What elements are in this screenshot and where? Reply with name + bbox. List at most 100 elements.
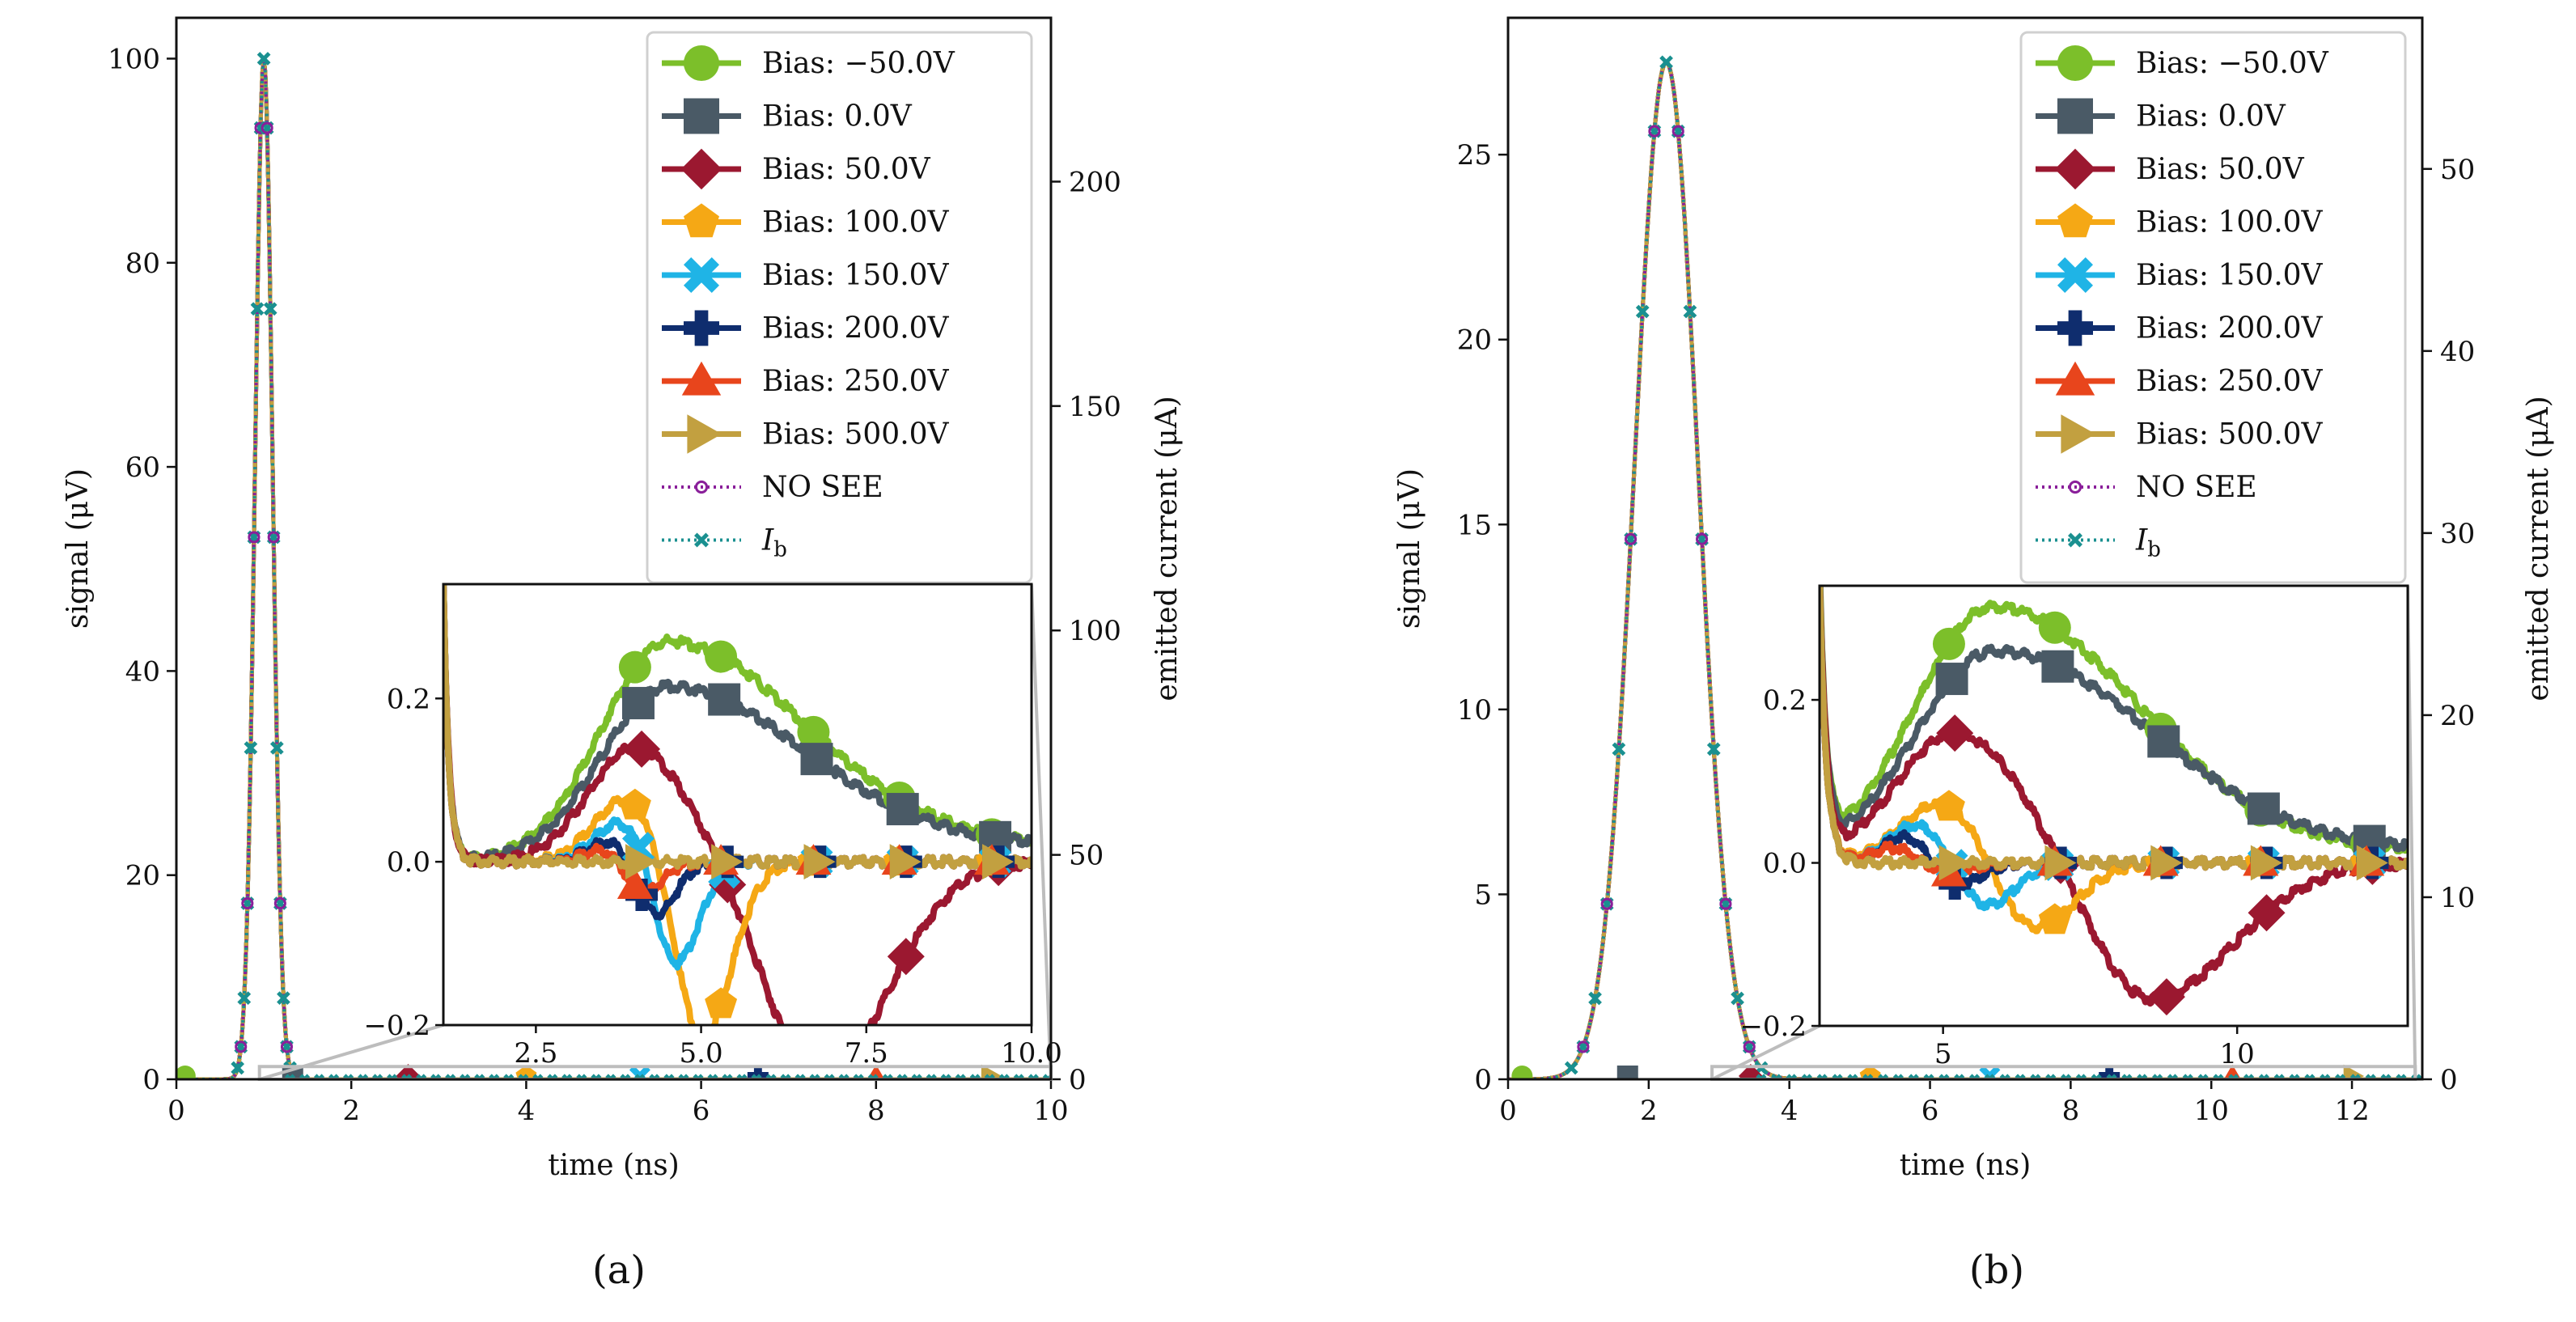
ib-marker bbox=[896, 1074, 908, 1079]
legend-marker bbox=[687, 414, 722, 454]
y-axis-label: signal (μV) bbox=[1393, 468, 1426, 629]
ib-marker-stroke bbox=[926, 1074, 934, 1079]
x-tick-label: 10 bbox=[1033, 1095, 1068, 1127]
ib-marker bbox=[809, 1074, 820, 1079]
ib-marker bbox=[2015, 1074, 2026, 1079]
ib-marker bbox=[328, 1074, 340, 1079]
x-tick-label: 2 bbox=[342, 1095, 360, 1127]
ib-marker-stroke bbox=[358, 1074, 366, 1079]
ib-marker bbox=[2030, 1074, 2041, 1079]
legend-entry: Bias: 150.0V bbox=[662, 257, 950, 293]
ib-marker bbox=[1878, 1074, 1889, 1079]
ib-marker-stroke bbox=[911, 1074, 920, 1079]
ib-marker-stroke bbox=[896, 1074, 905, 1079]
no-see-marker bbox=[1600, 897, 1613, 910]
ib-marker bbox=[372, 1074, 383, 1079]
ib-marker bbox=[794, 1074, 806, 1079]
ib-marker bbox=[955, 1074, 966, 1079]
ib-marker-stroke bbox=[547, 1074, 556, 1079]
inset-series-marker bbox=[618, 650, 651, 684]
legend-entry: NO SEE bbox=[2036, 471, 2257, 504]
legend-label: Bias: 500.0V bbox=[762, 418, 950, 451]
ib-marker-stroke bbox=[2396, 1074, 2404, 1079]
ib-marker bbox=[2258, 1074, 2269, 1079]
no-see-marker bbox=[1696, 532, 1709, 545]
ib-marker-stroke bbox=[2320, 1074, 2328, 1079]
legend-entry: Bias: 50.0V bbox=[2036, 148, 2305, 190]
ib-marker-stroke bbox=[605, 1074, 614, 1079]
legend-entry: Bias: 0.0V bbox=[2036, 98, 2286, 134]
ib-marker-stroke bbox=[2200, 1074, 2209, 1079]
ib-marker bbox=[460, 1074, 471, 1079]
ib-marker-stroke bbox=[751, 1074, 760, 1079]
inset-series-marker bbox=[1932, 790, 1965, 821]
ib-marker-stroke bbox=[940, 1074, 949, 1079]
ib-marker-stroke bbox=[2291, 1074, 2300, 1079]
inset-plot bbox=[443, 584, 1032, 1025]
inset-series-marker bbox=[2250, 845, 2282, 881]
series-marker bbox=[1511, 1066, 1533, 1079]
inset-y-tick-label: 0.2 bbox=[1763, 684, 1807, 717]
ib-marker-stroke bbox=[1895, 1074, 1904, 1079]
y2-tick-label: 40 bbox=[2440, 336, 2475, 368]
ib-marker-stroke bbox=[838, 1074, 847, 1079]
ib-marker-stroke bbox=[826, 1074, 835, 1079]
ib-marker bbox=[998, 1074, 1010, 1079]
inset-x-tick-label: 7.5 bbox=[845, 1037, 888, 1070]
ib-marker-stroke bbox=[578, 1074, 587, 1079]
ib-marker-stroke bbox=[299, 1074, 308, 1079]
ib-marker bbox=[387, 1074, 398, 1079]
legend-entry: Bias: 0.0V bbox=[662, 98, 913, 134]
inset-background bbox=[443, 584, 1032, 1025]
ib-marker bbox=[1013, 1074, 1024, 1079]
ib-marker-stroke bbox=[2017, 1074, 2026, 1079]
panel-letter-b: (b) bbox=[1969, 1248, 2024, 1293]
ib-marker-stroke bbox=[1683, 304, 1697, 319]
legend-label: Bias: 150.0V bbox=[762, 259, 950, 292]
ib-marker bbox=[751, 1074, 762, 1079]
legend-label-sub: b bbox=[773, 538, 787, 562]
inset-y-tick-label: 0.0 bbox=[1763, 848, 1807, 880]
ib-marker bbox=[1862, 1074, 1874, 1079]
ib-marker-stroke bbox=[1635, 304, 1650, 319]
inset-series-marker bbox=[708, 683, 741, 716]
ib-marker bbox=[2273, 1074, 2285, 1079]
ib-marker-stroke bbox=[286, 1074, 296, 1079]
ib-marker-stroke bbox=[277, 991, 290, 1006]
legend-label: Bias: 0.0V bbox=[2136, 100, 2286, 133]
inset-series-marker bbox=[2147, 978, 2185, 1016]
ib-marker-stroke bbox=[389, 1074, 398, 1079]
ib-marker-stroke bbox=[2139, 1074, 2148, 1079]
inset-frame bbox=[442, 583, 1033, 1027]
ib-marker-stroke bbox=[663, 1074, 672, 1079]
ib-marker-stroke bbox=[462, 1074, 471, 1079]
ib-marker-stroke bbox=[445, 1074, 454, 1079]
ib-marker-stroke bbox=[460, 1074, 468, 1079]
ib-marker bbox=[1816, 1074, 1828, 1079]
legend-marker bbox=[2068, 480, 2082, 494]
ib-marker-stroke bbox=[867, 1074, 876, 1079]
ib-marker bbox=[1683, 304, 1697, 319]
ib-marker bbox=[2243, 1074, 2255, 1079]
ib-marker-stroke bbox=[2243, 1074, 2252, 1079]
ib-marker bbox=[1832, 1074, 1843, 1079]
inset-series-marker bbox=[623, 730, 661, 768]
ib-marker bbox=[853, 1074, 864, 1079]
no-see-marker bbox=[273, 896, 286, 910]
ib-marker-stroke bbox=[477, 1074, 485, 1079]
inset-series-marker bbox=[2356, 845, 2388, 881]
ib-marker bbox=[401, 1074, 413, 1079]
legend-entry: Ib bbox=[662, 524, 787, 562]
inset-series-marker bbox=[2041, 650, 2074, 683]
ib-marker-stroke bbox=[2380, 1074, 2389, 1079]
ib-marker-stroke bbox=[269, 741, 284, 755]
ib-marker-stroke bbox=[343, 1074, 352, 1079]
ib-marker bbox=[2228, 1074, 2239, 1079]
ib-marker bbox=[911, 1074, 922, 1079]
ib-marker-stroke bbox=[564, 1074, 573, 1079]
y2-tick-label: 0 bbox=[2440, 1064, 2458, 1096]
inset-x-tick-label: 5 bbox=[1934, 1038, 1952, 1070]
ib-marker-stroke bbox=[1801, 1074, 1810, 1079]
inset-series-marker bbox=[2038, 903, 2071, 934]
ib-marker-stroke bbox=[855, 1074, 864, 1079]
